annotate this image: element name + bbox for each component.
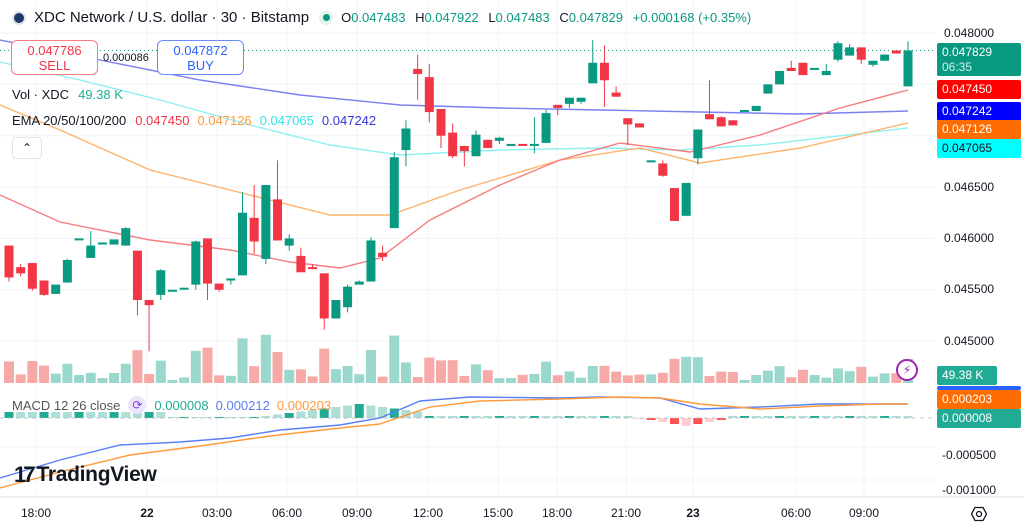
time-tick: 18:00 [541,506,573,520]
settings-gear-icon[interactable] [970,505,988,523]
volume-legend[interactable]: Vol · XDC 49.38 K [12,87,123,102]
countdown-timer: 06:35 [942,60,973,74]
xdc-logo-icon [12,10,26,25]
time-tick: 18:00 [20,506,52,520]
ema100-value: 0.047065 [259,113,314,128]
market-status-icon[interactable] [319,10,334,25]
time-tick: 06:00 [271,506,303,520]
time-tick: 06:00 [780,506,812,520]
buy-button[interactable]: 0.047872 BUY [157,40,244,75]
high-label: H [415,10,425,25]
buy-label: BUY [187,58,214,73]
ema-legend[interactable]: EMA 20/50/100/200 0.047450 0.047126 0.04… [12,113,376,128]
low-value: 0.047483 [495,10,550,25]
collapse-legend-button[interactable]: ⌃ [12,137,42,159]
ema20-tag: 0.047450 [937,80,1021,99]
macd-line-tag [937,386,1021,390]
volume-label: Vol · XDC [12,87,70,102]
symbol-legend: XDC Network / U.S. dollar · 30 · Bitstam… [12,9,751,26]
low-label: L [488,10,496,25]
macd-label: MACD 12 26 close [12,397,121,413]
sell-label: SELL [38,58,71,73]
macd-tick: -0.001000 [942,483,997,497]
refresh-icon[interactable]: ⟳ [128,396,147,414]
open-label: O [341,10,352,25]
price-tick: 0.048000 [944,26,995,40]
macd-histogram-tag: 0.000008 [937,409,1021,428]
ema100-tag: 0.047065 [937,139,1021,158]
ema20-value: 0.047450 [135,113,190,128]
price-tick: 0.046000 [944,231,995,245]
macd-signal-value: 0.000203 [276,397,332,413]
last-price-tag: 0.047829 06:35 [937,43,1021,76]
chevron-up-icon: ⌃ [21,141,33,155]
macd-line-value: 0.000212 [215,397,270,413]
close-value: 0.047829 [568,10,624,25]
high-value: 0.047922 [424,10,479,25]
spread-value: 0.000086 [103,52,149,64]
price-tick: 0.045500 [944,282,995,296]
tradingview-logo[interactable]: 17 TradingView [14,462,157,488]
sell-price: 0.047786 [27,43,82,58]
time-tick: 12:00 [412,506,444,520]
ema200-tag: 0.047242 [937,102,1021,121]
close-label: C [559,10,569,25]
ohlc-values: O0.047483 H0.047922 L0.047483 C0.047829 … [341,10,751,25]
last-price-value: 0.047829 [942,45,993,59]
volume-value: 49.38 K [78,87,123,102]
time-tick: 23 [686,506,700,520]
macd-tick: -0.000500 [942,448,997,462]
price-tick: 0.045000 [944,334,995,348]
ema50-value: 0.047126 [197,113,252,128]
buy-price: 0.047872 [173,43,228,58]
time-tick: 09:00 [341,506,373,520]
ema-label: EMA 20/50/100/200 [12,113,127,128]
time-tick: 15:00 [482,506,514,520]
volume-tag: 49.38 K [937,366,997,385]
time-tick: 03:00 [201,506,233,520]
macd-histogram-value: 0.000008 [154,397,209,413]
macd-signal-tag: 0.000203 [937,390,1021,409]
symbol-title[interactable]: XDC Network / U.S. dollar · 30 · Bitstam… [34,9,310,26]
macd-legend[interactable]: MACD 12 26 close ⟳ 0.000008 0.000212 0.0… [12,396,331,414]
change-value: +0.000168 (+0.35%) [632,10,752,25]
open-value: 0.047483 [351,10,406,25]
lightning-icon[interactable]: ⚡︎ [896,359,918,381]
tradingview-mark-icon: 17 [14,462,36,487]
ema50-tag: 0.047126 [937,120,1021,139]
price-tick: 0.046500 [944,180,995,194]
tradingview-logo-text: TradingView [36,463,157,486]
time-tick: 22 [140,506,154,520]
ema200-value: 0.047242 [321,113,377,128]
time-tick: 09:00 [848,506,880,520]
sell-button[interactable]: 0.047786 SELL [11,40,98,75]
time-tick: 21:00 [610,506,642,520]
